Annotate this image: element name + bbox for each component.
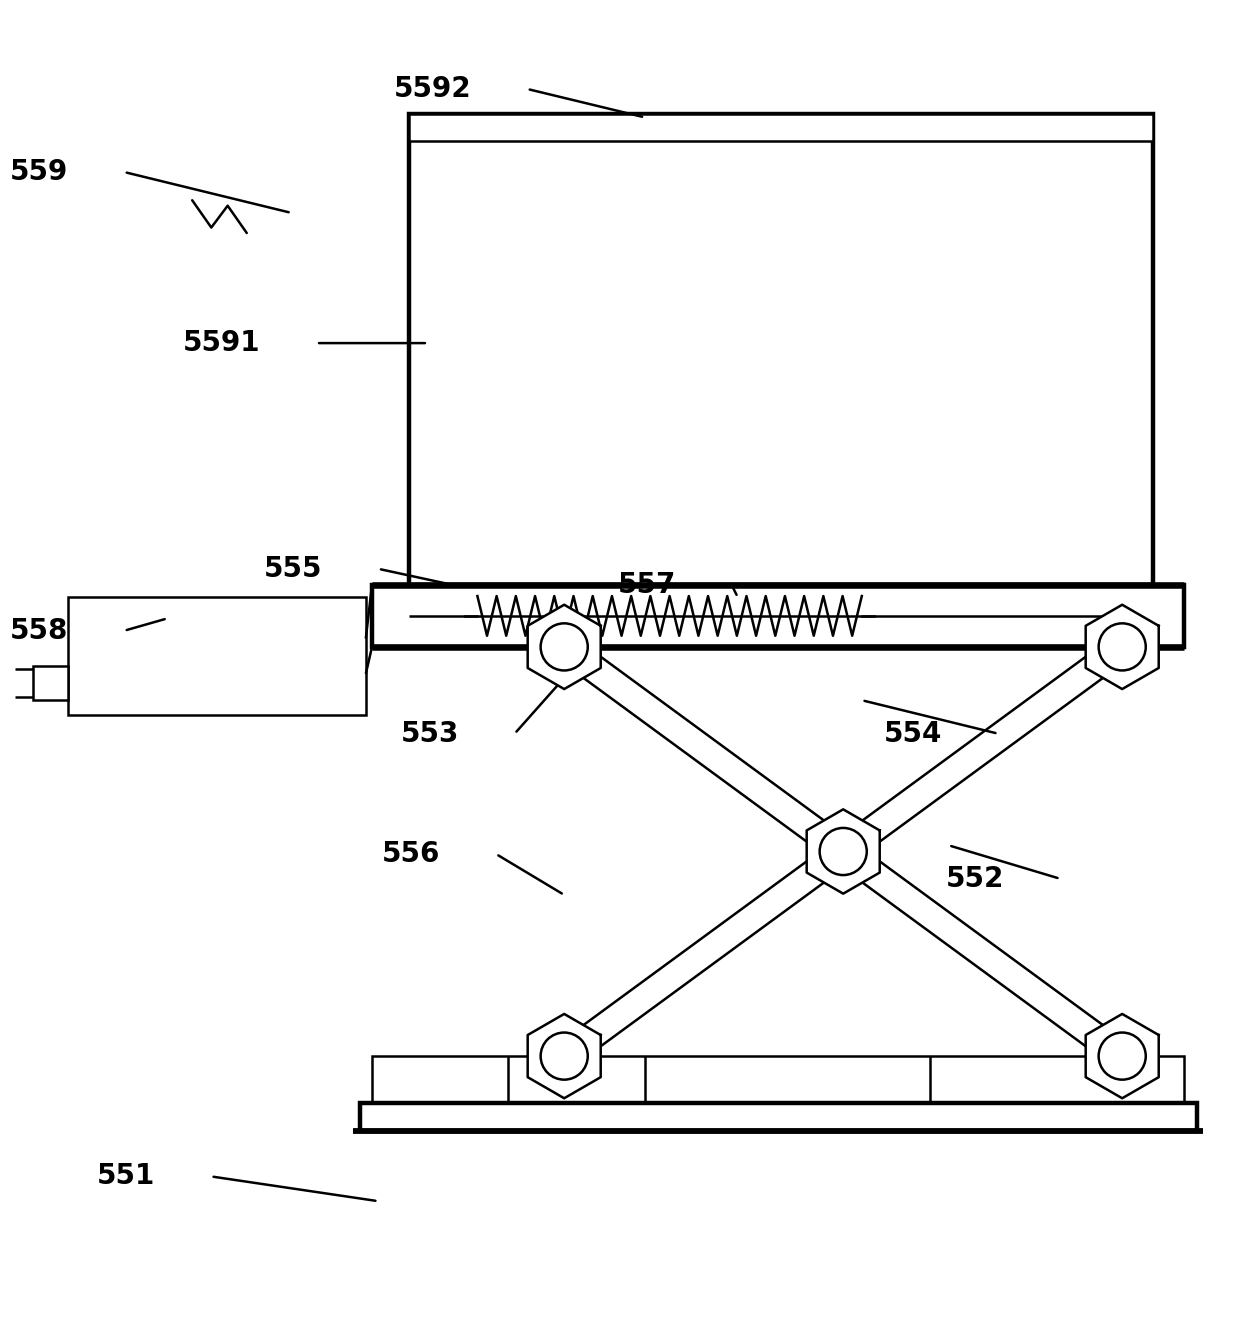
Circle shape [1099, 623, 1146, 671]
Bar [409, 113, 1153, 584]
Polygon shape [556, 636, 1131, 1067]
Text: 5591: 5591 [184, 329, 260, 357]
Bar [360, 1103, 1197, 1130]
Circle shape [1099, 1033, 1146, 1079]
Text: 558: 558 [10, 616, 68, 644]
Text: 559: 559 [10, 158, 68, 186]
Polygon shape [1086, 1014, 1158, 1098]
Polygon shape [1086, 604, 1158, 689]
Circle shape [541, 1033, 588, 1079]
Text: 556: 556 [382, 840, 440, 868]
Bar [372, 584, 1184, 647]
Text: 551: 551 [97, 1162, 155, 1190]
Text: 552: 552 [946, 865, 1004, 893]
Circle shape [820, 828, 867, 874]
Polygon shape [556, 636, 1131, 1067]
Polygon shape [807, 809, 879, 893]
Circle shape [541, 623, 588, 671]
Bar [68, 598, 366, 715]
Polygon shape [528, 604, 600, 689]
Text: 557: 557 [618, 571, 676, 599]
Text: 554: 554 [884, 720, 942, 748]
Bar [409, 113, 1153, 141]
Text: 5592: 5592 [393, 75, 471, 102]
Text: 553: 553 [401, 720, 459, 748]
Bar [33, 666, 68, 700]
Text: 555: 555 [264, 555, 322, 583]
Bar [372, 1055, 1184, 1103]
Polygon shape [528, 1014, 600, 1098]
